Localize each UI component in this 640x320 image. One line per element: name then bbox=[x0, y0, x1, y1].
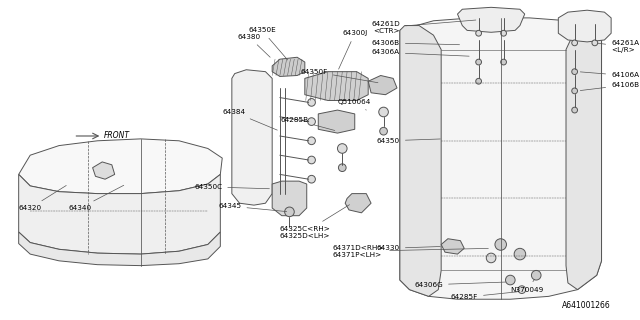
Text: 64345: 64345 bbox=[218, 203, 287, 212]
Text: 64340: 64340 bbox=[68, 185, 124, 211]
Polygon shape bbox=[19, 232, 220, 266]
Circle shape bbox=[476, 30, 481, 36]
Text: 64300J: 64300J bbox=[339, 30, 367, 69]
Text: FRONT: FRONT bbox=[104, 132, 130, 140]
Text: 64325C<RH>
64325D<LH>: 64325C<RH> 64325D<LH> bbox=[280, 205, 349, 238]
Circle shape bbox=[506, 275, 515, 285]
Text: 64261A
<L/R>: 64261A <L/R> bbox=[598, 40, 639, 53]
Text: 64285F: 64285F bbox=[451, 292, 517, 300]
Text: 64350F: 64350F bbox=[301, 69, 378, 83]
Text: 64306A: 64306A bbox=[372, 50, 469, 56]
Polygon shape bbox=[345, 194, 371, 213]
Polygon shape bbox=[400, 26, 441, 296]
Circle shape bbox=[308, 99, 316, 106]
Circle shape bbox=[572, 88, 577, 94]
Text: 64261D
<CTR>: 64261D <CTR> bbox=[371, 20, 476, 34]
Text: 64384: 64384 bbox=[222, 109, 277, 130]
Text: 64330: 64330 bbox=[377, 245, 440, 251]
Circle shape bbox=[380, 127, 387, 135]
Circle shape bbox=[500, 30, 506, 36]
Circle shape bbox=[285, 207, 294, 217]
Text: A641001266: A641001266 bbox=[563, 301, 611, 310]
Circle shape bbox=[339, 164, 346, 172]
Polygon shape bbox=[458, 7, 525, 32]
Circle shape bbox=[531, 270, 541, 280]
Polygon shape bbox=[272, 57, 305, 76]
Polygon shape bbox=[318, 110, 355, 133]
Text: 64306G: 64306G bbox=[414, 282, 506, 288]
Polygon shape bbox=[93, 162, 115, 179]
Circle shape bbox=[308, 137, 316, 145]
Text: N370049: N370049 bbox=[510, 279, 543, 292]
Circle shape bbox=[379, 107, 388, 117]
Polygon shape bbox=[558, 10, 611, 42]
Polygon shape bbox=[19, 139, 222, 194]
Text: 64350E: 64350E bbox=[248, 28, 287, 60]
Text: 64106A: 64106A bbox=[580, 72, 639, 78]
Text: 64350C: 64350C bbox=[194, 184, 269, 190]
Circle shape bbox=[500, 59, 506, 65]
Polygon shape bbox=[272, 181, 307, 216]
Polygon shape bbox=[305, 72, 368, 100]
Text: 64306B: 64306B bbox=[372, 40, 460, 46]
Circle shape bbox=[476, 78, 481, 84]
Polygon shape bbox=[368, 76, 397, 95]
Circle shape bbox=[486, 253, 496, 263]
Circle shape bbox=[308, 118, 316, 125]
Circle shape bbox=[308, 156, 316, 164]
Polygon shape bbox=[232, 70, 272, 205]
Text: 64380: 64380 bbox=[237, 34, 270, 57]
Circle shape bbox=[514, 248, 525, 260]
Text: Q510064: Q510064 bbox=[337, 100, 371, 110]
Text: 64320: 64320 bbox=[19, 186, 67, 211]
Circle shape bbox=[495, 239, 506, 250]
Polygon shape bbox=[400, 18, 602, 299]
Circle shape bbox=[518, 286, 525, 293]
Text: 64350: 64350 bbox=[377, 138, 440, 144]
Circle shape bbox=[572, 107, 577, 113]
Polygon shape bbox=[441, 239, 464, 254]
Circle shape bbox=[572, 40, 577, 46]
Polygon shape bbox=[19, 174, 220, 254]
Text: 64371D<RH>
64371P<LH>: 64371D<RH> 64371P<LH> bbox=[333, 245, 488, 258]
Circle shape bbox=[337, 144, 347, 153]
Polygon shape bbox=[566, 28, 602, 290]
Text: 64106B: 64106B bbox=[580, 82, 639, 91]
Circle shape bbox=[476, 59, 481, 65]
Circle shape bbox=[572, 69, 577, 75]
Text: 64285B: 64285B bbox=[280, 117, 335, 131]
Circle shape bbox=[592, 40, 598, 46]
Circle shape bbox=[308, 175, 316, 183]
